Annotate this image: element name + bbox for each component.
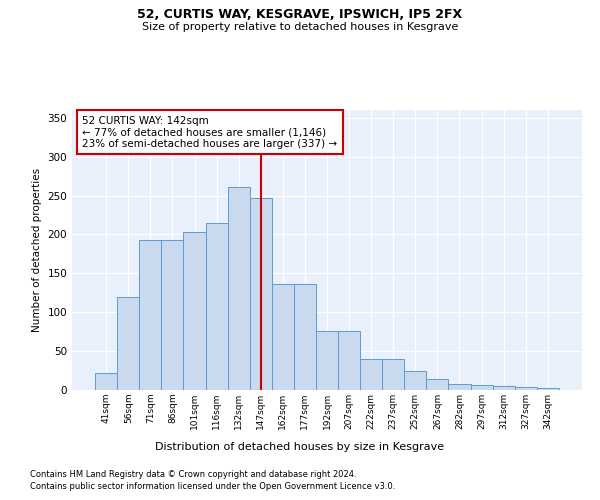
Bar bbox=[338, 331, 360, 390]
Text: Contains public sector information licensed under the Open Government Licence v3: Contains public sector information licen… bbox=[30, 482, 395, 491]
Bar bbox=[206, 223, 227, 390]
Text: Contains HM Land Registry data © Crown copyright and database right 2024.: Contains HM Land Registry data © Crown c… bbox=[30, 470, 356, 479]
Text: 52, CURTIS WAY, KESGRAVE, IPSWICH, IP5 2FX: 52, CURTIS WAY, KESGRAVE, IPSWICH, IP5 2… bbox=[137, 8, 463, 20]
Bar bbox=[227, 187, 250, 390]
Bar bbox=[382, 359, 404, 390]
Bar bbox=[470, 384, 493, 390]
Bar bbox=[515, 387, 537, 390]
Bar bbox=[427, 379, 448, 390]
Bar bbox=[272, 284, 294, 390]
Text: Distribution of detached houses by size in Kesgrave: Distribution of detached houses by size … bbox=[155, 442, 445, 452]
Y-axis label: Number of detached properties: Number of detached properties bbox=[32, 168, 42, 332]
Bar bbox=[493, 386, 515, 390]
Bar bbox=[294, 284, 316, 390]
Bar bbox=[95, 373, 117, 390]
Bar bbox=[250, 198, 272, 390]
Bar bbox=[448, 384, 470, 390]
Bar bbox=[184, 232, 206, 390]
Bar bbox=[139, 240, 161, 390]
Bar bbox=[316, 331, 338, 390]
Bar bbox=[537, 388, 559, 390]
Bar bbox=[117, 296, 139, 390]
Text: 52 CURTIS WAY: 142sqm
← 77% of detached houses are smaller (1,146)
23% of semi-d: 52 CURTIS WAY: 142sqm ← 77% of detached … bbox=[82, 116, 337, 149]
Text: Size of property relative to detached houses in Kesgrave: Size of property relative to detached ho… bbox=[142, 22, 458, 32]
Bar bbox=[360, 359, 382, 390]
Bar bbox=[161, 240, 184, 390]
Bar bbox=[404, 370, 427, 390]
